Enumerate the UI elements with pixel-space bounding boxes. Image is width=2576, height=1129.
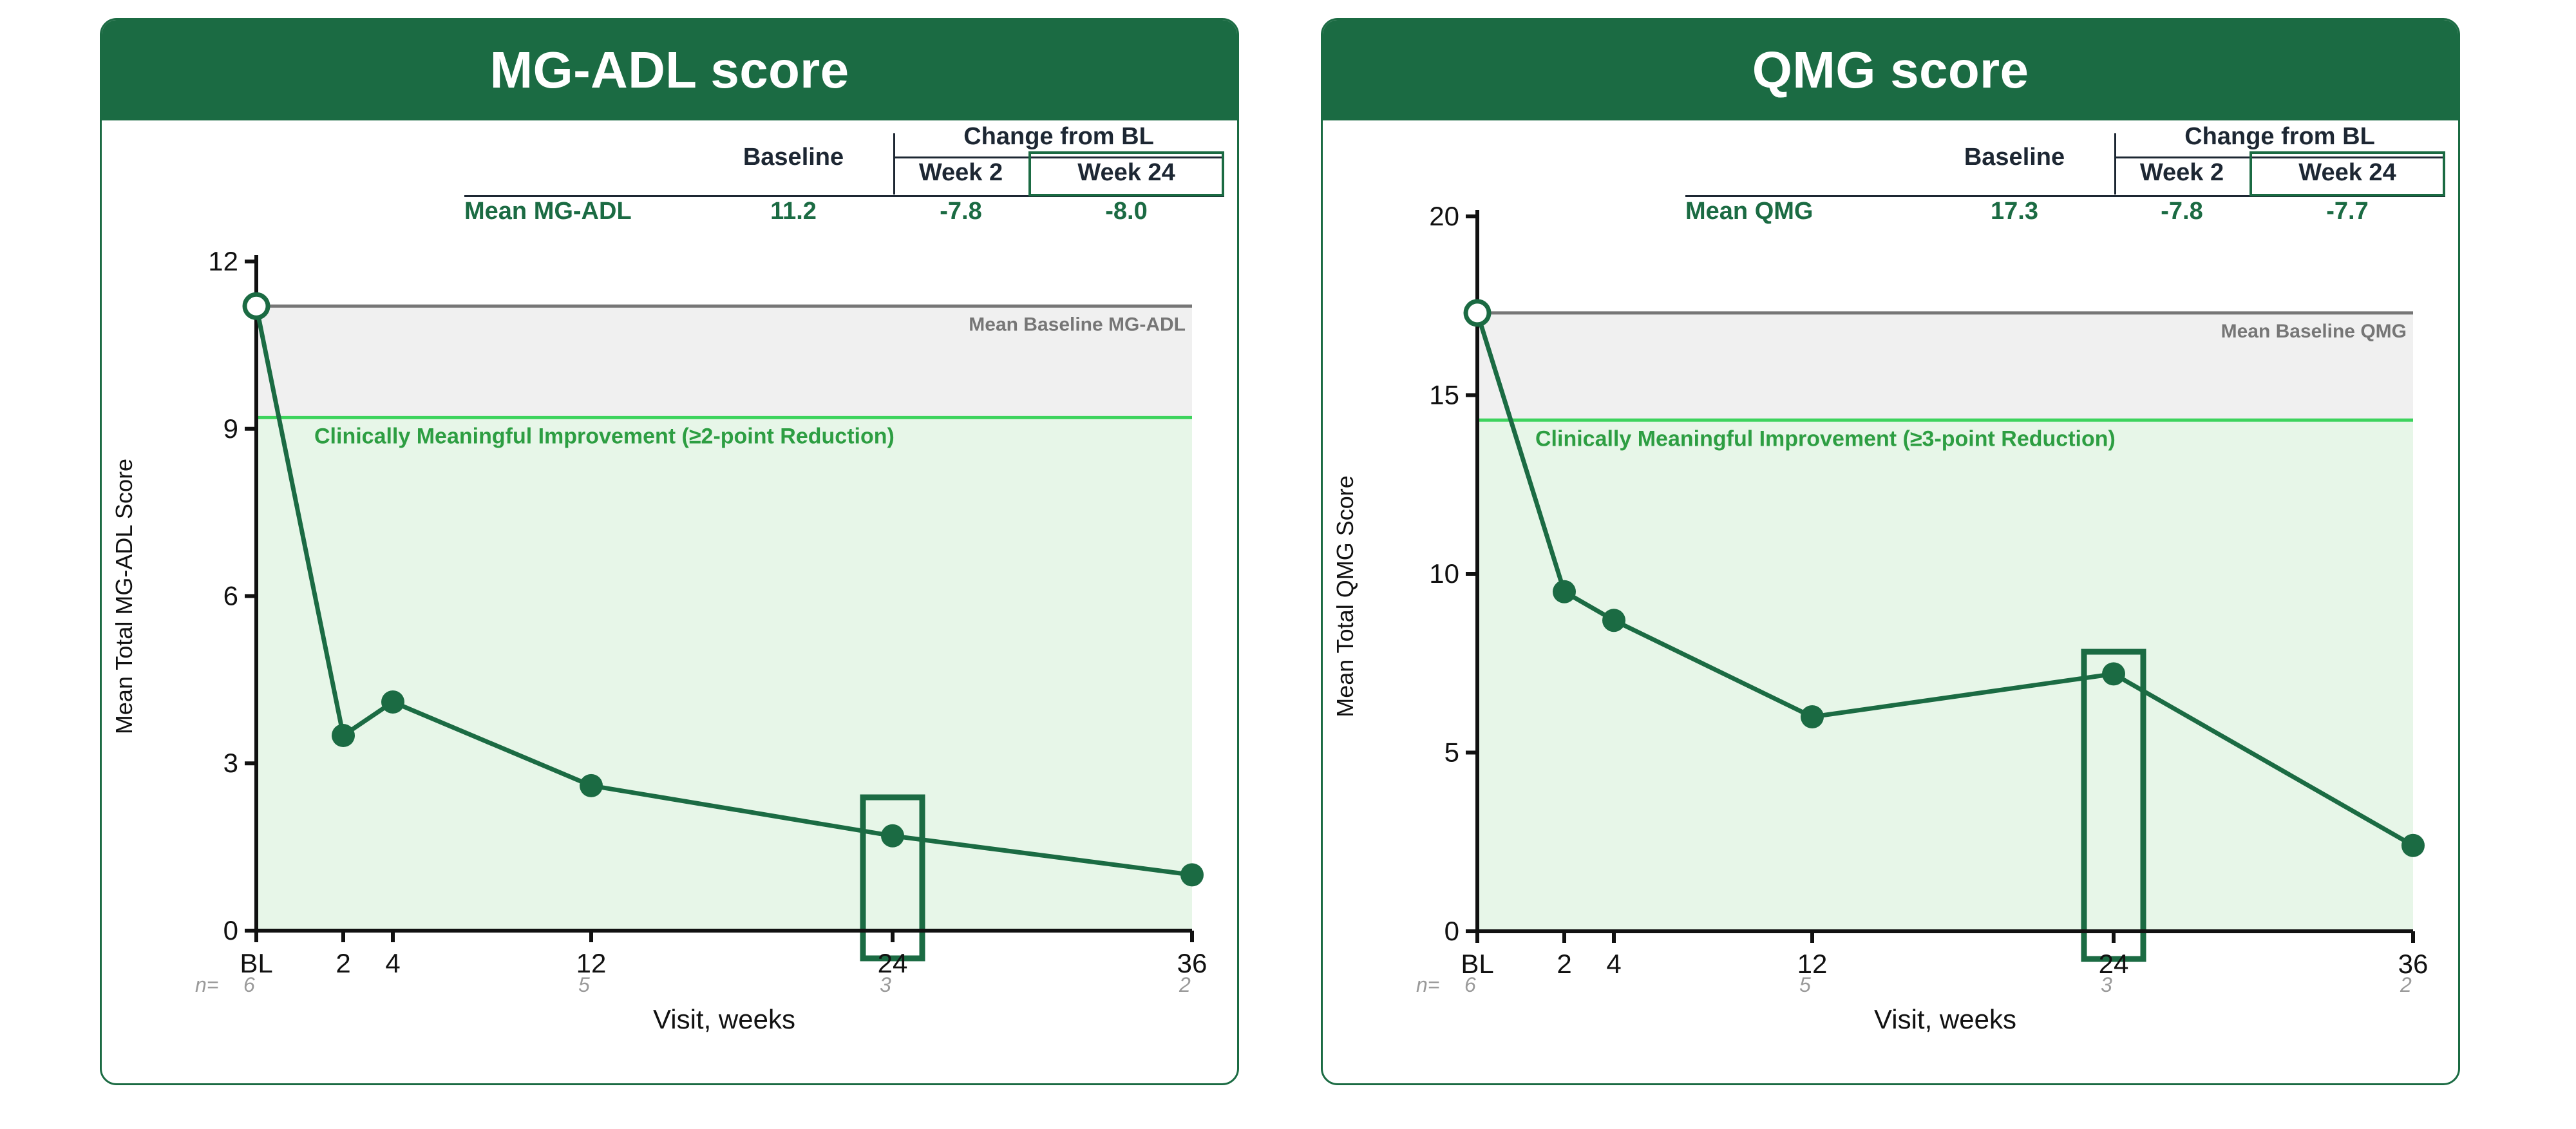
svg-text:0: 0	[1444, 916, 1459, 946]
svg-text:Clinically Meaningful Improvem: Clinically Meaningful Improvement (≥2-po…	[314, 424, 895, 448]
svg-text:10: 10	[1429, 558, 1459, 589]
svg-text:Clinically Meaningful Improvem: Clinically Meaningful Improvement (≥3-po…	[1535, 426, 2116, 451]
svg-text:3: 3	[223, 748, 238, 778]
svg-text:Mean Baseline MG-ADL: Mean Baseline MG-ADL	[969, 314, 1186, 335]
svg-text:6: 6	[223, 581, 238, 611]
svg-text:0: 0	[223, 915, 238, 945]
svg-text:Mean Baseline QMG: Mean Baseline QMG	[2221, 321, 2407, 342]
svg-text:15: 15	[1429, 380, 1459, 410]
svg-text:5: 5	[1444, 737, 1459, 768]
svg-text:9: 9	[223, 413, 238, 444]
